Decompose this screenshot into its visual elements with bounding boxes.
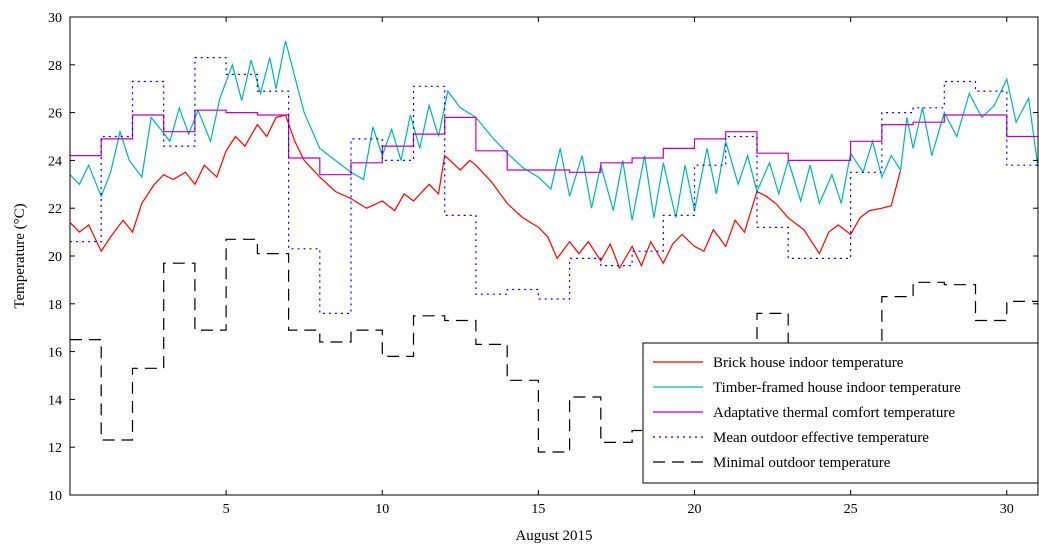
x-tick-label: 25 — [844, 502, 858, 517]
y-tick-label: 14 — [48, 393, 62, 408]
y-tick-label: 26 — [48, 107, 62, 122]
legend: Brick house indoor temperature Timber-fra… — [642, 342, 1039, 484]
legend-label-3: Mean outdoor effective temperature — [713, 430, 929, 446]
x-tick-label: 15 — [531, 502, 545, 517]
y-axis-label: Temperature (°C) — [12, 203, 28, 308]
y-tick-label: 24 — [48, 154, 62, 169]
y-tick-label: 18 — [48, 298, 62, 313]
y-tick-label: 16 — [48, 346, 62, 361]
legend-box — [642, 342, 1039, 484]
axis-ticks: 5 10 15 20 25 30 10 12 14 16 18 20 22 24 26 28 30 — [48, 11, 1038, 517]
series-line-2 — [70, 109, 1038, 176]
legend-label-0: Brick house indoor temperature — [713, 355, 904, 371]
x-tick-label: 20 — [688, 502, 702, 517]
legend-label-4: Minimal outdoor temperature — [713, 455, 891, 471]
y-tick-label: 10 — [48, 489, 62, 504]
series-line-0 — [70, 114, 902, 270]
y-tick-label: 12 — [48, 441, 62, 456]
y-tick-label: 20 — [48, 250, 62, 265]
x-tick-label: 10 — [375, 502, 389, 517]
y-tick-label: 22 — [48, 202, 62, 217]
series-line-1 — [70, 40, 1038, 221]
series-line-3 — [70, 57, 1038, 314]
x-axis-label: August 2015 — [515, 528, 592, 544]
legend-label-1: Timber-framed house indoor temperature — [713, 380, 961, 396]
x-tick-label: 5 — [223, 502, 230, 517]
y-tick-label: 30 — [48, 11, 62, 26]
x-tick-label: 30 — [1000, 502, 1014, 517]
y-tick-label: 28 — [48, 59, 62, 74]
legend-label-2: Adaptative thermal comfort temperature — [713, 405, 955, 421]
